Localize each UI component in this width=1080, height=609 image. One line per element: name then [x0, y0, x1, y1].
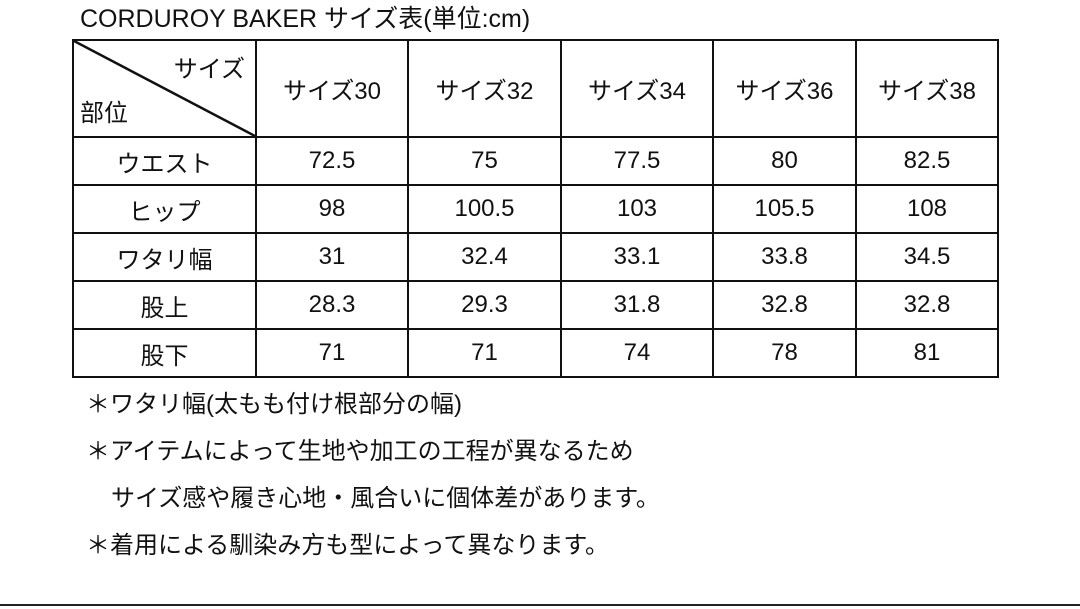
table-cell: 71 — [407, 328, 562, 378]
table-cell: 31 — [255, 232, 409, 282]
table-cell: 105.5 — [712, 184, 857, 234]
note: ＊ワタリ幅(太もも付け根部分の幅) — [86, 391, 462, 418]
column-header: サイズ38 — [855, 39, 999, 138]
table-cell: 82.5 — [855, 136, 999, 186]
table-cell: 108 — [855, 184, 999, 234]
page-title: CORDUROY BAKER サイズ表(単位:cm) — [80, 5, 531, 33]
table-cell: 100.5 — [407, 184, 562, 234]
table-cell: 74 — [560, 328, 714, 378]
table-row: ヒップ 98 100.5 103 105.5 108 — [72, 184, 999, 234]
row-label: ヒップ — [72, 184, 257, 234]
diagonal-divider — [74, 41, 255, 136]
row-label: ウエスト — [72, 136, 257, 186]
table-cell: 34.5 — [855, 232, 999, 282]
header-row: サイズ 部位 サイズ30 サイズ32 サイズ34 サイズ36 サイズ38 — [72, 39, 999, 138]
table-row: 股下 71 71 74 78 81 — [72, 328, 999, 378]
table-cell: 81 — [855, 328, 999, 378]
row-label: ワタリ幅 — [72, 232, 257, 282]
table-cell: 29.3 — [407, 280, 562, 330]
table-cell: 31.8 — [560, 280, 714, 330]
table-cell: 98 — [255, 184, 409, 234]
row-label: 股下 — [72, 328, 257, 378]
column-header: サイズ30 — [255, 39, 409, 138]
corner-size-label: サイズ — [173, 56, 245, 83]
note: サイズ感や履き心地・風合いに個体差があります。 — [111, 485, 660, 512]
notes: ＊ワタリ幅(太もも付け根部分の幅) ＊アイテムによって生地や加工の工程が異なるた… — [86, 385, 660, 573]
table-row: ウエスト 72.5 75 77.5 80 82.5 — [72, 136, 999, 186]
table-cell: 33.8 — [712, 232, 857, 282]
size-table: サイズ 部位 サイズ30 サイズ32 サイズ34 サイズ36 サイズ38 ウエス… — [72, 39, 999, 378]
table-cell: 80 — [712, 136, 857, 186]
note: ＊アイテムによって生地や加工の工程が異なるため — [86, 438, 634, 465]
column-header: サイズ36 — [712, 39, 857, 138]
table-cell: 32.4 — [407, 232, 562, 282]
table-cell: 28.3 — [255, 280, 409, 330]
corner-part-label: 部位 — [80, 100, 128, 127]
table-cell: 32.8 — [712, 280, 857, 330]
table-row: 股上 28.3 29.3 31.8 32.8 32.8 — [72, 280, 999, 330]
column-header: サイズ32 — [407, 39, 562, 138]
table-row: ワタリ幅 31 32.4 33.1 33.8 34.5 — [72, 232, 999, 282]
row-label: 股上 — [72, 280, 257, 330]
divider — [0, 604, 1080, 606]
table-cell: 75 — [407, 136, 562, 186]
table-cell: 78 — [712, 328, 857, 378]
table-cell: 32.8 — [855, 280, 999, 330]
corner-cell: サイズ 部位 — [72, 39, 257, 138]
table-cell: 72.5 — [255, 136, 409, 186]
table-cell: 71 — [255, 328, 409, 378]
note: ＊着用による馴染み方も型によって異なります。 — [86, 532, 609, 559]
table-cell: 103 — [560, 184, 714, 234]
table-cell: 33.1 — [560, 232, 714, 282]
table-cell: 77.5 — [560, 136, 714, 186]
column-header: サイズ34 — [560, 39, 714, 138]
